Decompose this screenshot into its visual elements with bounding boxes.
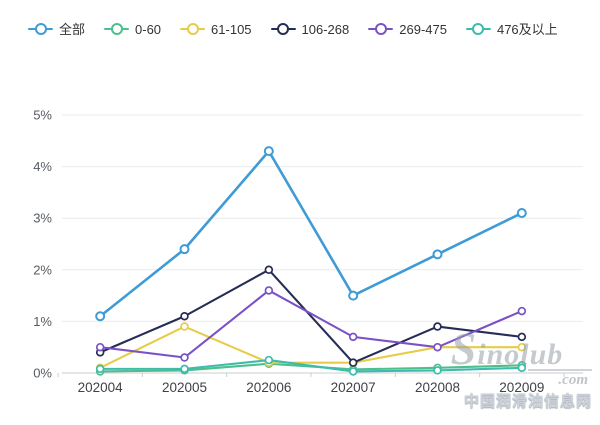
x-axis-category-label: 202006 bbox=[246, 380, 291, 395]
data-point-269-475-202005[interactable] bbox=[180, 353, 189, 362]
x-axis-category-label: 202008 bbox=[415, 380, 460, 395]
series-line-61-105[interactable] bbox=[99, 325, 522, 369]
legend-line-circle-icon bbox=[28, 23, 53, 35]
series-line-106-268[interactable] bbox=[99, 268, 522, 364]
x-axis-category-label: 202009 bbox=[499, 380, 544, 395]
y-axis-tick-label: 5% bbox=[33, 108, 52, 123]
data-point-61-105-202009[interactable] bbox=[517, 342, 527, 352]
series-line-476及以上[interactable] bbox=[100, 359, 522, 373]
data-point-106-268-202006[interactable] bbox=[264, 265, 274, 275]
data-point-全部-202006[interactable] bbox=[263, 146, 274, 157]
legend-item-269-475[interactable]: 269-475 bbox=[368, 22, 447, 36]
legend-line-circle-icon bbox=[270, 23, 296, 35]
data-point-61-105-202005[interactable] bbox=[180, 322, 189, 331]
data-point-476及以上-202004[interactable] bbox=[95, 364, 105, 374]
data-point-269-475-202006[interactable] bbox=[264, 286, 274, 295]
data-point-269-475-202008[interactable] bbox=[433, 342, 442, 352]
legend-label: 476及以上 bbox=[496, 22, 558, 37]
legend-line-circle-icon bbox=[368, 23, 394, 35]
legend: 全部 0-60 61-105 106-268 269-475 476及以上 bbox=[28, 22, 590, 36]
data-point-全部-202004[interactable] bbox=[95, 311, 106, 322]
y-axis-tick-label: 3% bbox=[33, 211, 52, 226]
legend-item-0-60[interactable]: 0-60 bbox=[104, 22, 161, 36]
y-axis-tick-label: 1% bbox=[33, 314, 52, 329]
data-point-269-475-202009[interactable] bbox=[517, 306, 527, 316]
data-point-476及以上-202007[interactable] bbox=[348, 367, 358, 376]
data-point-106-268-202007[interactable] bbox=[348, 358, 358, 367]
legend-item-106-268[interactable]: 106-268 bbox=[270, 22, 350, 37]
legend-item-476及以上[interactable]: 476及以上 bbox=[465, 22, 558, 37]
data-point-269-475-202007[interactable] bbox=[348, 332, 358, 342]
data-point-全部-202009[interactable] bbox=[516, 208, 527, 219]
y-axis-tick-label: 4% bbox=[33, 159, 52, 174]
legend-label: 61-105 bbox=[211, 22, 252, 37]
data-point-全部-202007[interactable] bbox=[348, 290, 359, 301]
legend-line-circle-icon bbox=[180, 23, 206, 35]
legend-label: 全部 bbox=[59, 22, 86, 37]
data-point-476及以上-202006[interactable] bbox=[264, 355, 274, 365]
data-point-全部-202005[interactable] bbox=[179, 244, 190, 255]
legend-label: 0-60 bbox=[135, 22, 162, 37]
legend-label: 106-268 bbox=[301, 22, 350, 37]
data-point-106-268-202008[interactable] bbox=[433, 322, 442, 331]
data-point-269-475-202004[interactable] bbox=[95, 342, 105, 352]
series-line-全部[interactable] bbox=[99, 149, 523, 318]
legend-label: 269-475 bbox=[399, 22, 447, 37]
legend-item-61-105[interactable]: 61-105 bbox=[180, 22, 252, 37]
data-point-106-268-202005[interactable] bbox=[180, 311, 189, 321]
legend-line-circle-icon bbox=[465, 23, 491, 35]
legend-item-全部[interactable]: 全部 bbox=[28, 22, 85, 36]
legend-line-circle-icon bbox=[104, 23, 130, 35]
x-axis-category-label: 202007 bbox=[331, 380, 376, 395]
x-axis-category-label: 202004 bbox=[78, 380, 124, 395]
data-point-476及以上-202009[interactable] bbox=[517, 363, 527, 373]
x-axis-category-label: 202005 bbox=[162, 380, 207, 395]
data-point-全部-202008[interactable] bbox=[432, 249, 443, 260]
series-line-269-475[interactable] bbox=[100, 289, 523, 359]
y-axis-tick-label: 0% bbox=[33, 366, 52, 381]
data-point-476及以上-202008[interactable] bbox=[433, 366, 442, 375]
y-axis-tick-label: 2% bbox=[33, 262, 52, 277]
data-point-106-268-202009[interactable] bbox=[517, 332, 527, 342]
data-point-476及以上-202005[interactable] bbox=[180, 364, 189, 374]
